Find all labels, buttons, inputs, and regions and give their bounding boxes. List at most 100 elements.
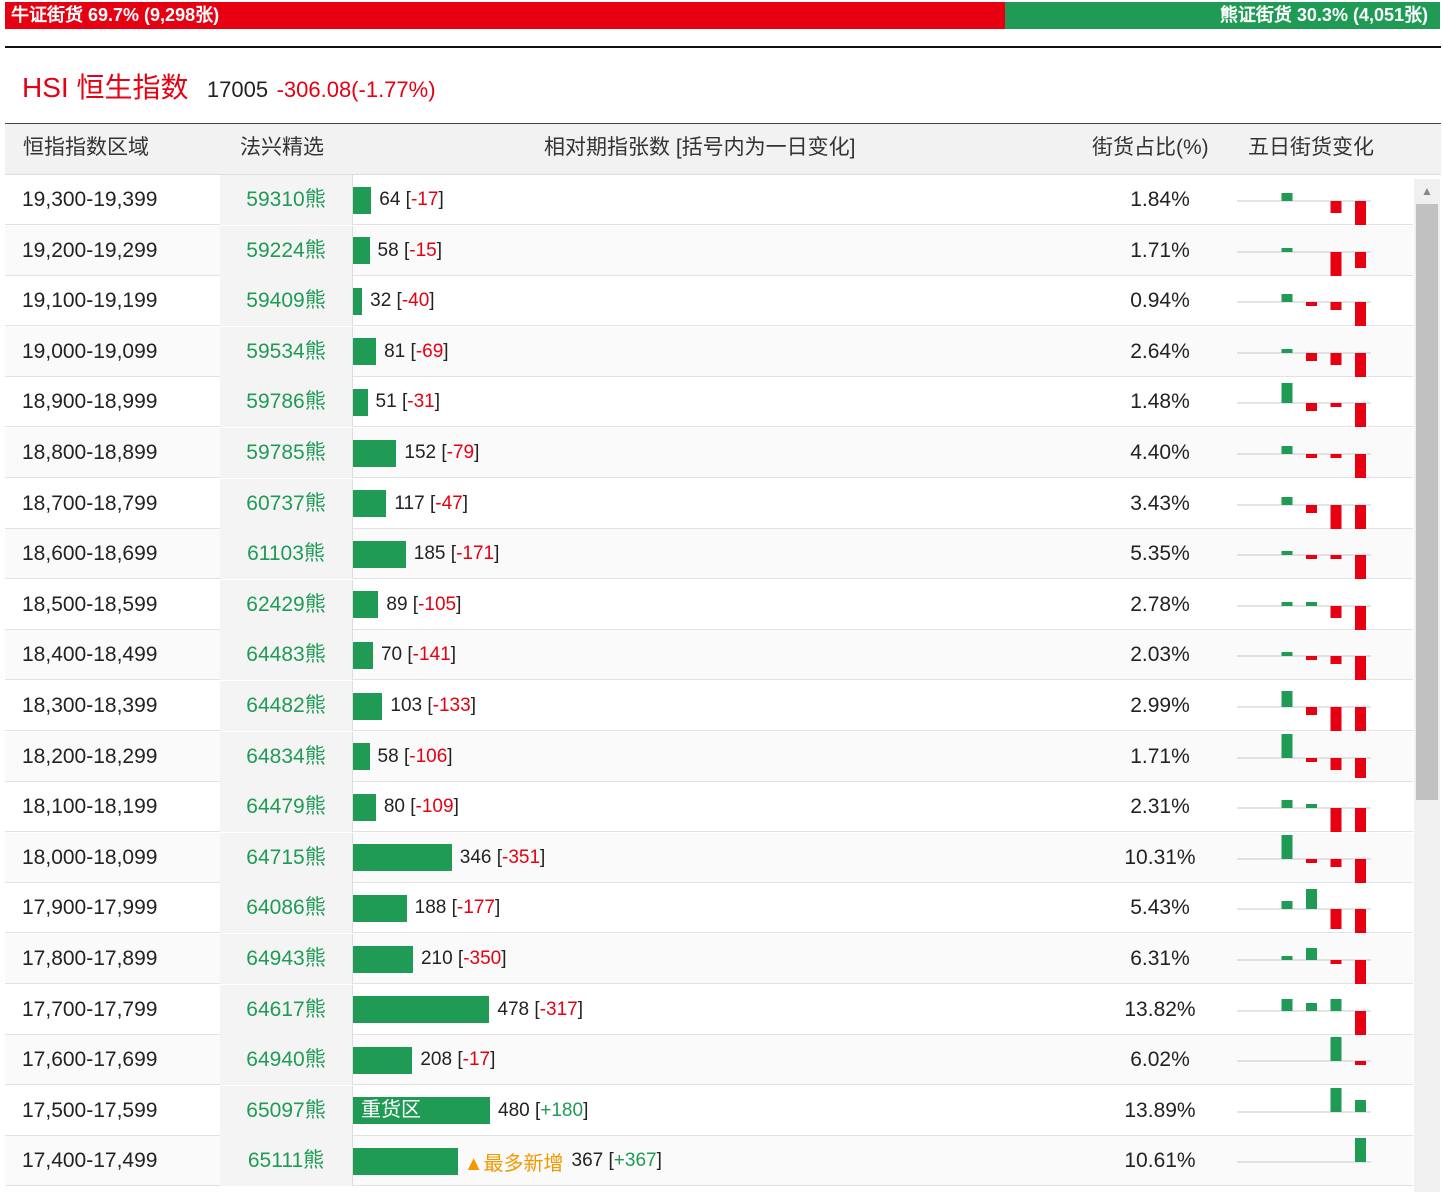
trend-bar [1281, 247, 1293, 252]
five-day-trend-chart [1237, 1037, 1371, 1066]
index-title[interactable]: HSI 恒生指数 [22, 72, 189, 103]
count-value: 152 [-79] [404, 442, 480, 463]
count-number: 103 [390, 695, 423, 716]
trend-bar [1306, 656, 1317, 661]
trend-bar [1281, 551, 1293, 556]
share-cell: 3.43% [1130, 491, 1190, 515]
share-cell: 4.40% [1130, 441, 1190, 464]
share-cell: 0.94% [1130, 289, 1190, 313]
header-count: 相对期指张数 [括号内为一日变化] [544, 136, 856, 159]
warrant-code-link[interactable]: 59224熊 [220, 225, 353, 276]
warrant-code-link[interactable]: 64834熊 [220, 731, 353, 782]
daily-change: -69 [415, 340, 444, 362]
trend-bar [1330, 757, 1342, 770]
trend-bar [1355, 808, 1366, 833]
bull-ratio-value: 69.7% (9,298张) [88, 5, 220, 25]
table-row: 19,100-19,199 59409熊 32 [-40] 0.94% [5, 276, 1413, 327]
scroll-up-icon[interactable]: ▲ [1421, 184, 1433, 198]
daily-change: -141 [412, 644, 451, 666]
trend-bar [1281, 446, 1293, 454]
count-bar [353, 641, 373, 669]
range-cell: 17,400-17,499 [22, 1149, 158, 1173]
trend-bar [1330, 201, 1342, 213]
scrollbar[interactable]: ▲ [1414, 179, 1440, 1192]
trend-bar [1281, 601, 1293, 606]
count-number: 210 [420, 948, 453, 969]
warrant-code-link[interactable]: 59409熊 [220, 276, 353, 327]
warrant-code-link[interactable]: 59534熊 [220, 326, 353, 377]
trend-bar [1306, 1002, 1317, 1011]
table-row: 17,600-17,699 64940熊 208 [-17] 6.02% [5, 1035, 1413, 1086]
count-bar [353, 844, 452, 872]
trend-bar [1330, 352, 1342, 365]
warrant-code-link[interactable]: 64482熊 [220, 681, 353, 731]
count-value: 70 [-141] [380, 644, 456, 666]
trend-bar [1355, 909, 1366, 934]
trend-bar [1281, 193, 1293, 201]
trend-bar [1281, 998, 1293, 1011]
range-cell: 17,700-17,799 [22, 997, 158, 1021]
warrant-code-link[interactable]: 64483熊 [220, 630, 353, 681]
five-day-trend-chart [1237, 834, 1371, 883]
count-value: 185 [-171] [413, 543, 500, 565]
count-value: 210 [-350] [420, 948, 507, 969]
range-cell: 18,600-18,699 [22, 542, 158, 566]
trend-bar [1355, 757, 1366, 778]
table-row: 17,700-17,799 64617熊 478 [-317] 13.82% [5, 984, 1413, 1035]
five-day-trend-chart [1237, 446, 1371, 478]
scroll-thumb[interactable] [1416, 204, 1438, 800]
count-value: 208 [-17] [420, 1049, 496, 1071]
warrant-code-link[interactable]: 64940熊 [220, 1035, 353, 1086]
warrant-code-link[interactable]: 62429熊 [220, 579, 353, 630]
trend-bar [1281, 496, 1293, 505]
count-cell: 152 [-79] [353, 428, 479, 478]
count-value: 32 [-40] [370, 290, 435, 312]
warrant-code-link[interactable]: 59786熊 [220, 377, 353, 428]
table-body: 19,300-19,399 59310熊 64 [-17] 1.84% 19,200-1… [5, 175, 1441, 1195]
range-cell: 18,000-18,099 [22, 845, 158, 869]
share-cell: 1.84% [1130, 188, 1190, 211]
share-cell: 5.43% [1130, 896, 1190, 920]
trend-bar [1355, 656, 1366, 681]
five-day-trend-chart [1237, 551, 1371, 580]
count-value: 81 [-69] [384, 340, 449, 362]
count-number: 70 [380, 644, 403, 666]
trend-bar [1355, 605, 1366, 630]
daily-change: +180 [540, 1099, 584, 1121]
warrant-code-link[interactable]: 64943熊 [220, 934, 353, 984]
daily-change: -17 [410, 189, 439, 210]
trend-bar [1306, 555, 1317, 560]
daily-change: +367 [613, 1150, 657, 1172]
trend-bar [1281, 691, 1293, 707]
table-row: 18,400-18,499 64483熊 70 [-141] 2.03% [5, 630, 1413, 681]
range-cell: 18,300-18,399 [22, 694, 158, 717]
warrant-code-link[interactable]: 65097熊 [220, 1085, 353, 1136]
trend-bar [1355, 707, 1366, 731]
trend-bar [1330, 909, 1342, 930]
warrant-code-link[interactable]: 61103熊 [220, 529, 353, 580]
table-header: 恒指指数区域 法兴精选 相对期指张数 [括号内为一日变化] 街货占比(%) 五日… [5, 123, 1441, 175]
warrant-code-link[interactable]: 64617熊 [220, 984, 353, 1035]
trend-bar [1330, 960, 1342, 964]
trend-bar [1330, 1087, 1342, 1112]
warrant-code-link[interactable]: 65111熊 [220, 1136, 353, 1187]
warrant-code-link[interactable]: 59310熊 [220, 175, 353, 225]
count-value: 58 [-106] [377, 745, 453, 767]
count-bar [353, 894, 407, 922]
warrant-code-link[interactable]: 59785熊 [220, 428, 353, 478]
trend-bar [1281, 294, 1293, 303]
count-cell: 208 [-17] [353, 1035, 495, 1085]
warrant-code-link[interactable]: 60737熊 [220, 478, 353, 529]
daily-change: -47 [435, 492, 463, 514]
warrant-code-link[interactable]: 64715熊 [220, 832, 353, 883]
trend-bar [1306, 504, 1317, 513]
daily-change: -317 [539, 998, 578, 1020]
trend-bar [1306, 804, 1317, 809]
count-value: 58 [-15] [377, 239, 442, 261]
share-cell: 2.31% [1130, 795, 1190, 819]
count-cell: 89 [-105] [353, 580, 461, 630]
five-day-trend-chart [1237, 496, 1371, 529]
warrant-code-link[interactable]: 64479熊 [220, 782, 353, 833]
table-row: 18,600-18,699 61103熊 185 [-171] 5.35% [5, 529, 1413, 580]
warrant-code-link[interactable]: 64086熊 [220, 883, 353, 934]
